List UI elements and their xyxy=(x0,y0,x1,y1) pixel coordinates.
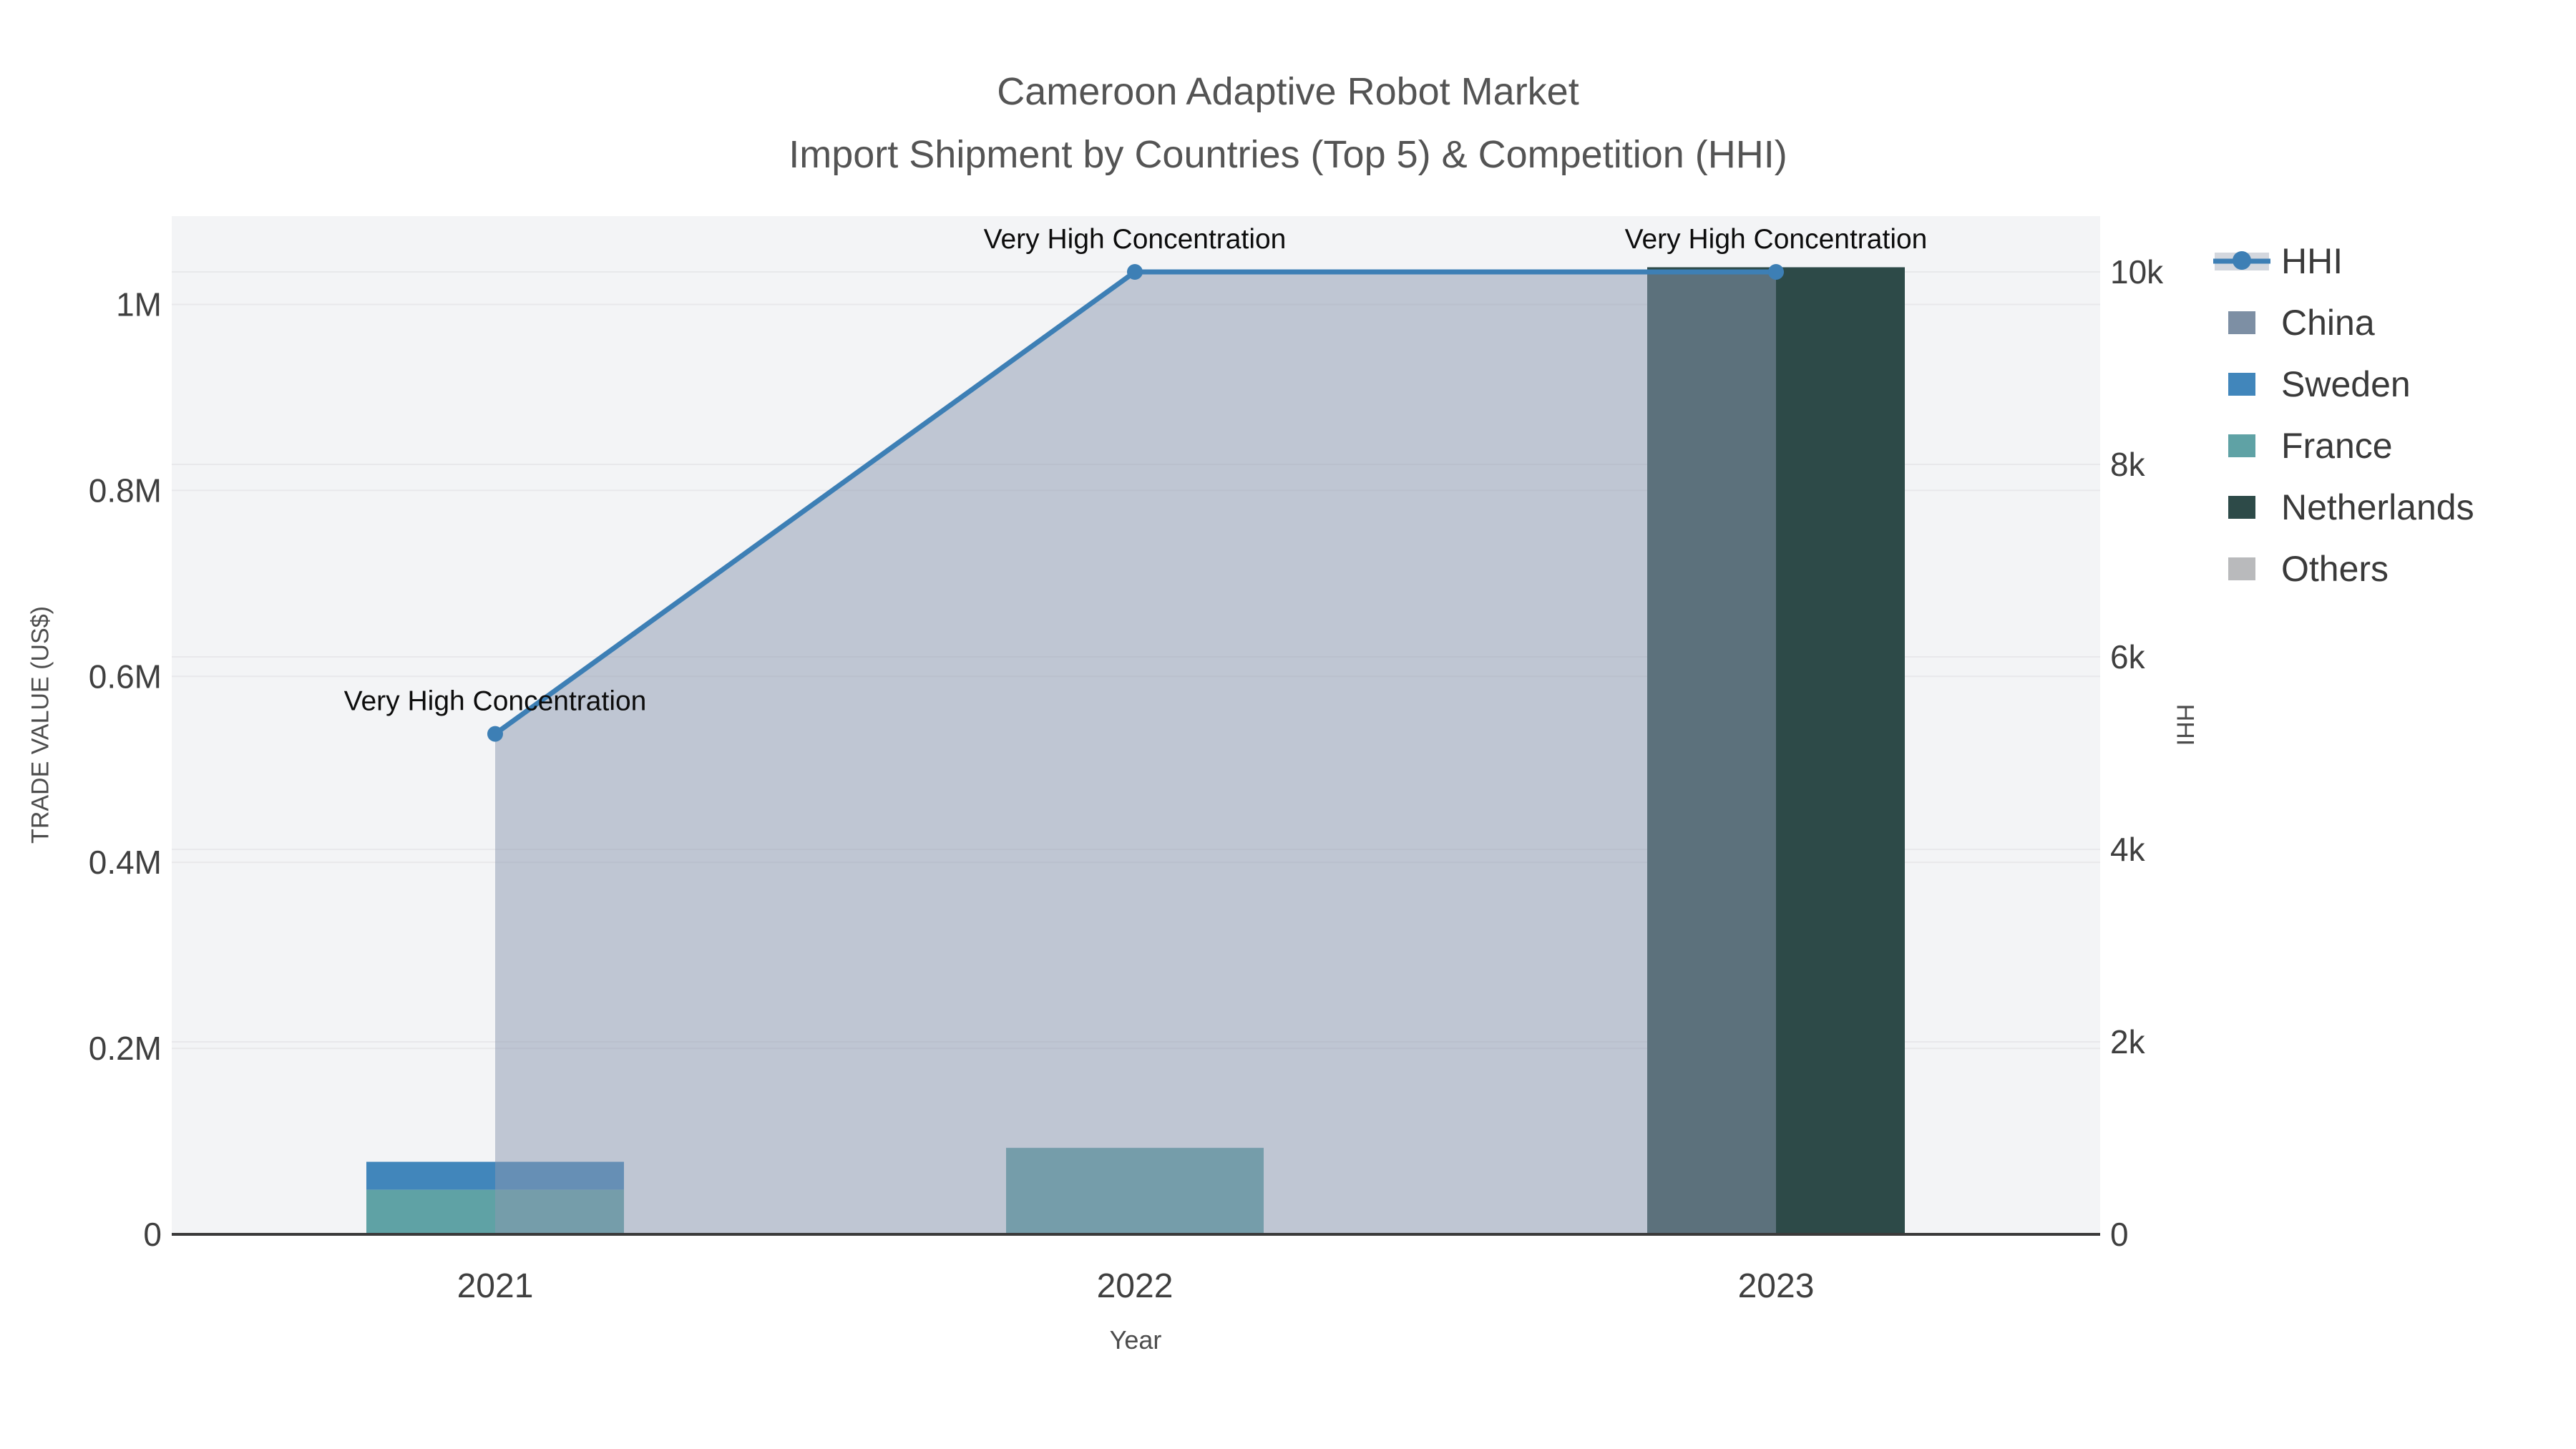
y-left-tick-label: 0.6M xyxy=(89,658,162,695)
annotation-very-high-concentration: Very High Concentration xyxy=(1625,224,1928,255)
hhi-point-2022[interactable] xyxy=(1127,264,1143,280)
hhi-line-swatch-icon xyxy=(2213,247,2270,275)
y-right-tick-label: 2k xyxy=(2110,1023,2146,1060)
france-swatch-icon xyxy=(2213,431,2270,460)
legend-label: Others xyxy=(2281,549,2389,589)
legend-item-hhi[interactable]: HHI xyxy=(2213,230,2571,292)
x-tick-label: 2022 xyxy=(1097,1267,1174,1305)
y-left-tick-label: 0.4M xyxy=(89,844,162,881)
y-left-tick-label: 1M xyxy=(116,286,162,323)
legend-item-sweden[interactable]: Sweden xyxy=(2213,353,2571,415)
legend-item-others[interactable]: Others xyxy=(2213,538,2571,600)
y-right-tick-label: 4k xyxy=(2110,831,2146,868)
x-tick-label: 2021 xyxy=(457,1267,534,1305)
legend-label: Netherlands xyxy=(2281,487,2474,527)
y-left-tick-label: 0.2M xyxy=(89,1030,162,1067)
annotation-very-high-concentration: Very High Concentration xyxy=(344,686,647,717)
hhi-point-2021[interactable] xyxy=(487,726,503,742)
annotation-very-high-concentration: Very High Concentration xyxy=(984,224,1287,255)
x-tick-label: 2023 xyxy=(1738,1267,1815,1305)
legend-item-china[interactable]: China xyxy=(2213,292,2571,353)
legend-label: HHI xyxy=(2281,241,2343,281)
legend-label: France xyxy=(2281,426,2393,466)
hhi-area[interactable] xyxy=(495,272,1776,1234)
chart-subtitle: Import Shipment by Countries (Top 5) & C… xyxy=(789,133,1787,176)
sweden-swatch-icon xyxy=(2213,370,2270,399)
legend: HHI China Sweden France Netherlands xyxy=(2213,230,2571,600)
others-swatch-icon xyxy=(2213,555,2270,583)
y-right-tick-label: 10k xyxy=(2110,253,2164,291)
hhi-point-2023[interactable] xyxy=(1768,264,1784,280)
netherlands-swatch-icon xyxy=(2213,493,2270,522)
legend-item-france[interactable]: France xyxy=(2213,415,2571,477)
y-right-tick-label: 6k xyxy=(2110,638,2146,675)
legend-label: China xyxy=(2281,303,2375,343)
y-left-tick-label: 0.8M xyxy=(89,472,162,509)
y-right-tick-label: 8k xyxy=(2110,446,2146,483)
y-right-axis-title: HHI xyxy=(2171,703,2199,746)
chart-title-block: Cameroon Adaptive Robot Market Import Sh… xyxy=(0,69,2576,177)
x-axis-title: Year xyxy=(1109,1325,1162,1355)
chart-title: Cameroon Adaptive Robot Market xyxy=(997,70,1579,113)
y-right-tick-label: 0 xyxy=(2110,1216,2129,1253)
china-swatch-icon xyxy=(2213,308,2270,337)
legend-label: Sweden xyxy=(2281,364,2411,404)
y-left-axis-title: TRADE VALUE (US$) xyxy=(26,606,54,844)
legend-item-netherlands[interactable]: Netherlands xyxy=(2213,477,2571,538)
y-left-tick-label: 0 xyxy=(143,1216,162,1253)
